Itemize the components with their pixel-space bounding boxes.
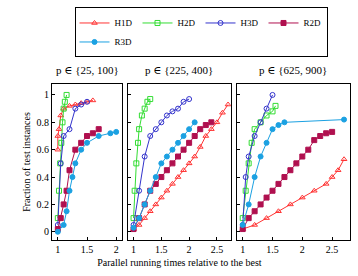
svg-text:2: 2 [114, 244, 119, 255]
svg-text:p ∈ {625, 900}: p ∈ {625, 900} [259, 64, 327, 76]
svg-text:2.5: 2.5 [326, 244, 339, 255]
svg-text:p ∈ {225, 400}: p ∈ {225, 400} [145, 64, 213, 76]
svg-text:0.2: 0.2 [37, 199, 50, 210]
svg-text:1: 1 [55, 244, 60, 255]
svg-text:1.5: 1.5 [266, 244, 279, 255]
svg-text:R3D: R3D [115, 37, 133, 47]
svg-text:2: 2 [300, 244, 305, 255]
svg-text:0.8: 0.8 [37, 117, 50, 128]
svg-text:2: 2 [187, 244, 192, 255]
svg-text:2.5: 2.5 [211, 244, 224, 255]
svg-text:H2D: H2D [178, 18, 196, 28]
svg-text:1: 1 [131, 244, 136, 255]
svg-text:1: 1 [240, 244, 245, 255]
svg-text:0.4: 0.4 [37, 172, 50, 183]
svg-text:R2D: R2D [304, 18, 322, 28]
svg-text:1.5: 1.5 [155, 244, 168, 255]
svg-text:1: 1 [44, 89, 49, 100]
svg-text:0.6: 0.6 [37, 144, 50, 155]
svg-text:H3D: H3D [241, 18, 259, 28]
svg-text:H1D: H1D [115, 18, 133, 28]
svg-text:p ∈ {25, 100}: p ∈ {25, 100} [56, 64, 119, 76]
svg-text:1.5: 1.5 [81, 244, 94, 255]
svg-text:Fraction of test instances: Fraction of test instances [21, 112, 32, 212]
svg-text:0: 0 [44, 226, 49, 237]
svg-text:Parallel running times relativ: Parallel running times relative to the b… [97, 257, 262, 268]
